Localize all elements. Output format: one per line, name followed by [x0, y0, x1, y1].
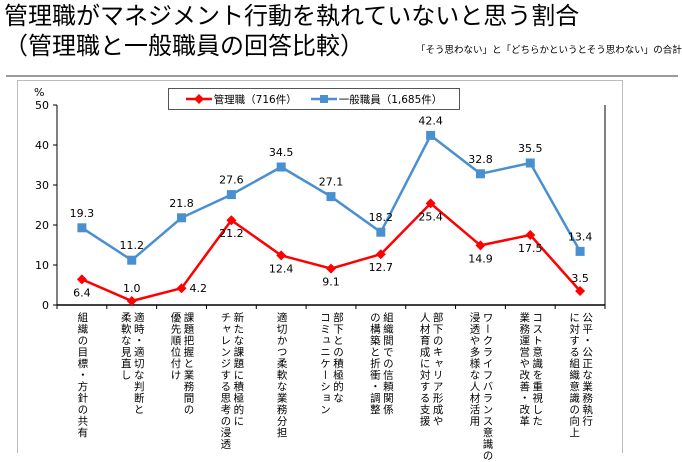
x-tick-label: 新たな課題に積極的に チャレンジする思考の浸透	[219, 312, 245, 450]
data-point	[176, 283, 187, 294]
x-tick-label: 適時・適切な判断と 柔軟な見直し	[119, 312, 145, 416]
data-point	[575, 246, 585, 256]
data-label: 14.9	[468, 252, 493, 265]
data-label: 25.4	[418, 210, 443, 223]
data-point	[376, 227, 386, 237]
data-point	[425, 198, 436, 209]
x-tick-label: ワークライフバランス意識の 浸透や多様な人材活用	[468, 312, 494, 462]
x-tick-label: 公平・公正な業務執行 に対する組織意識の向上	[568, 312, 594, 439]
page-title: 管理職がマネジメント行動を執れていないと思う割合	[4, 2, 580, 30]
data-point	[126, 296, 137, 306]
data-point	[226, 190, 236, 200]
data-point	[375, 249, 386, 260]
data-point	[426, 130, 436, 140]
chart-frame	[17, 80, 623, 453]
data-point	[77, 223, 87, 233]
divider	[6, 75, 678, 77]
x-tick-label: 部下のキャリア形成や 人材育成に対する支援	[418, 312, 444, 427]
data-point	[475, 240, 486, 251]
data-point	[326, 192, 336, 202]
x-tick-label: 組織の目標・方針の共有	[76, 312, 89, 439]
data-point	[226, 215, 237, 226]
data-label: 4.2	[190, 282, 208, 295]
data-label: 12.4	[269, 262, 294, 275]
data-label: 1.0	[123, 282, 141, 295]
data-point	[475, 169, 485, 179]
data-label: 11.2	[119, 239, 144, 252]
chart-note: 「そう思わない」と「どちらかというとそう思わない」の合計	[416, 45, 682, 56]
data-label: 27.6	[219, 174, 244, 187]
x-tick-label: 課題把握と業務間の 優先順位付け	[169, 312, 195, 416]
y-tick-label: 50	[35, 99, 49, 112]
data-point	[76, 274, 87, 285]
blue-square-line-icon	[310, 95, 337, 103]
line-chart: % 0 10 20 30 40 50 6.4 1.0 4.2 21.2 12.4 9.1 12.7 25.4…	[34, 86, 606, 312]
data-label: 13.4	[568, 230, 593, 243]
data-label: 21.2	[219, 227, 244, 240]
data-label: 35.5	[518, 142, 543, 155]
data-label: 32.8	[468, 153, 493, 166]
legend-label: 一般職員（1,685件）	[338, 93, 443, 106]
data-label: 12.7	[369, 261, 394, 274]
data-point	[127, 255, 137, 265]
data-label: 19.3	[70, 207, 95, 220]
y-axis-unit: %	[34, 86, 44, 99]
x-tick-label: 適切かつ柔軟な業務分担	[275, 312, 288, 439]
data-point	[177, 213, 187, 223]
data-label: 17.5	[518, 242, 543, 255]
y-tick-label: 10	[35, 259, 49, 272]
y-tick-label: 40	[35, 139, 49, 152]
legend: 管理職（716件） 一般職員（1,685件）	[168, 88, 460, 110]
data-point	[525, 230, 536, 240]
y-tick-label: 0	[42, 299, 49, 312]
legend-item-managers: 管理職（716件）	[185, 92, 297, 107]
y-tick-label: 30	[35, 179, 49, 192]
data-label: 34.5	[269, 146, 294, 159]
data-label: 27.1	[319, 176, 344, 189]
y-tick-label: 20	[35, 219, 49, 232]
x-tick-label: 部下との積極的な コミュニケーション	[319, 312, 344, 416]
data-point	[525, 158, 535, 168]
data-point	[276, 162, 286, 172]
legend-item-staff: 一般職員（1,685件）	[310, 92, 443, 107]
data-label: 6.4	[73, 286, 91, 299]
data-label: 21.8	[169, 197, 194, 210]
data-label: 3.5	[571, 272, 589, 285]
red-diamond-line-icon	[185, 94, 212, 104]
data-label: 18.2	[369, 211, 394, 224]
legend-label: 管理職（716件）	[213, 93, 297, 106]
data-point	[575, 286, 586, 296]
data-point	[276, 250, 287, 261]
page-subtitle: （管理職と一般職員の回答比較）	[4, 32, 364, 60]
data-point	[326, 263, 336, 274]
data-label: 42.4	[418, 114, 443, 127]
x-tick-label: コスト意識を重視した 業務運営や改善・改革	[518, 312, 544, 427]
x-tick-label: 組織間での信頼関係 の構築と折衝・調整	[368, 312, 394, 416]
data-label: 9.1	[322, 276, 340, 289]
